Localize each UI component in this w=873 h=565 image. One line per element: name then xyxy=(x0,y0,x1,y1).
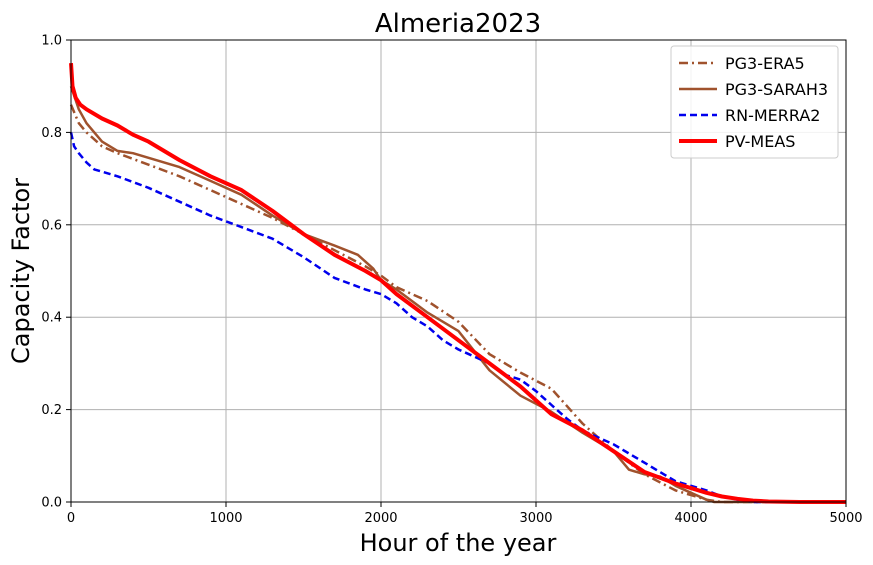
y-tick-label: 1.0 xyxy=(41,34,62,49)
y-tick-label: 0.0 xyxy=(41,496,62,511)
x-tick-label: 2000 xyxy=(364,511,397,526)
y-axis-label: Capacity Factor xyxy=(7,178,35,364)
y-tick-label: 0.4 xyxy=(41,311,62,326)
x-tick-label: 4000 xyxy=(674,511,707,526)
legend-label: PV-MEAS xyxy=(725,132,795,151)
legend-box xyxy=(670,45,839,159)
legend-label: PG3-SARAH3 xyxy=(725,80,828,99)
plot-frame xyxy=(70,39,847,503)
x-tick-label: 5000 xyxy=(829,511,862,526)
x-tick-label: 0 xyxy=(67,511,75,526)
legend-label: RN-MERRA2 xyxy=(725,106,820,125)
chart-title: Almeria2023 xyxy=(375,9,541,39)
y-tick-label: 0.2 xyxy=(41,403,62,418)
x-tick-label: 1000 xyxy=(209,511,242,526)
series-line-pg3-era5 xyxy=(69,104,846,504)
series-line-pv-meas xyxy=(69,62,846,504)
series-layer xyxy=(69,62,846,504)
x-ticks: 0 1000 2000 3000 4000 5000 xyxy=(67,502,863,526)
legend: PG3-ERA5 PG3-SARAH3 RN-MERRA2 PV-MEAS xyxy=(670,45,839,159)
y-tick-label: 0.6 xyxy=(41,218,62,233)
y-tick-label: 0.8 xyxy=(41,126,62,141)
y-ticks: 0.0 0.2 0.4 0.6 0.8 1.0 xyxy=(41,34,71,511)
series-line-rn-merra2 xyxy=(69,132,846,504)
legend-label: PG3-ERA5 xyxy=(725,54,805,73)
x-tick-label: 3000 xyxy=(519,511,552,526)
x-axis-label: Hour of the year xyxy=(360,529,557,557)
